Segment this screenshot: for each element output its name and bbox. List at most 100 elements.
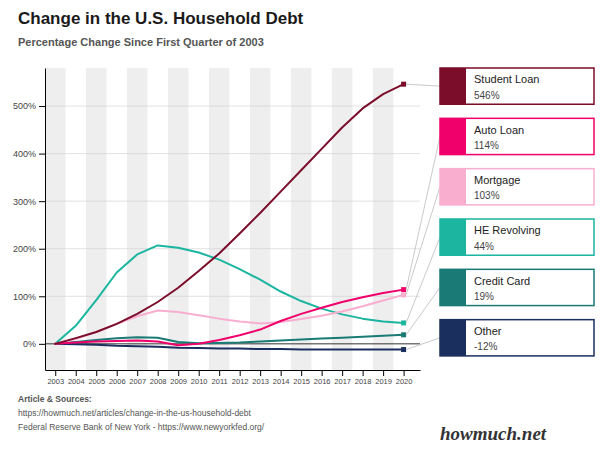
x-tick: 2014 (273, 370, 290, 386)
series-line (55, 245, 403, 343)
series-line (55, 335, 403, 344)
tick-label: 2006 (109, 377, 126, 386)
stripe (373, 68, 393, 370)
legend-value: -12% (474, 341, 497, 352)
tick-label: 2015 (293, 377, 310, 386)
x-tick: 2016 (314, 370, 331, 386)
tick-mark (260, 370, 261, 376)
tick-mark (158, 370, 159, 376)
legend-item: Mortgage 103% (440, 169, 594, 205)
y-tick: 400% (13, 149, 45, 159)
x-tick: 2003 (47, 370, 64, 386)
stripe (127, 68, 147, 370)
tick-mark (39, 106, 45, 107)
legend-label: Auto Loan (474, 124, 524, 136)
tick-mark (39, 344, 45, 345)
tick-label: 2014 (273, 377, 290, 386)
end-marker (401, 82, 406, 87)
legend-value: 44% (474, 241, 494, 252)
legend-item: Credit Card 19% (440, 269, 594, 305)
tick-label: 2019 (375, 377, 392, 386)
tick-mark (383, 370, 384, 376)
legend-swatch (440, 219, 466, 255)
legend-value: 546% (474, 90, 500, 101)
tick-label: 300% (13, 197, 36, 207)
tick-label: 2003 (47, 377, 64, 386)
legend: Student Loan 546% Auto Loan114% Mortgage 103… (440, 68, 594, 356)
x-tick: 2006 (109, 370, 126, 386)
tick-label: 2011 (212, 377, 228, 386)
axis-line (45, 69, 46, 371)
x-tick: 2019 (375, 370, 392, 386)
stripe (332, 68, 352, 370)
tick-mark (117, 370, 118, 376)
stripe (209, 68, 229, 370)
tick-label: 2004 (68, 377, 85, 386)
tick-mark (281, 370, 282, 376)
title: Change in the U.S. Household Debt (18, 9, 304, 28)
legend-value: 19% (474, 291, 494, 302)
footer-text: Article & Sources: (18, 394, 92, 404)
tick-mark (322, 370, 323, 376)
axis-line (46, 370, 421, 371)
legend-label: Credit Card (474, 275, 530, 287)
end-marker (401, 320, 406, 325)
end-marker (401, 287, 406, 292)
grid-line (45, 106, 420, 107)
tick-label: 0% (23, 339, 36, 349)
x-tick: 2004 (68, 370, 85, 386)
stripe (291, 68, 311, 370)
connectors (406, 84, 440, 349)
legend-label: Mortgage (474, 174, 520, 186)
x-tick: 2020 (396, 370, 413, 386)
tick-mark (137, 370, 138, 376)
legend-value: 103% (474, 190, 500, 201)
branding: howmuch.net (440, 423, 547, 444)
end-marker (401, 292, 406, 297)
legend-box (440, 269, 594, 305)
plot-area (45, 68, 420, 370)
legend-swatch (440, 320, 466, 356)
tick-label: 2010 (191, 377, 208, 386)
tick-mark (342, 370, 343, 376)
legend-item: Auto Loan114% (440, 118, 594, 154)
tick-label: 2012 (232, 377, 249, 386)
tick-mark (219, 370, 220, 376)
connector (406, 84, 440, 86)
tick-label: 200% (13, 244, 36, 254)
tick-mark (39, 296, 45, 297)
tick-mark (404, 370, 405, 376)
chart: Change in the U.S. Household Debt Percent… (0, 0, 600, 455)
y-tick: 0% (23, 339, 45, 349)
series-line (55, 290, 403, 346)
legend-box (440, 118, 594, 154)
x-tick: 2017 (334, 370, 351, 386)
legend-swatch (440, 269, 466, 305)
x-tick: 2018 (355, 370, 372, 386)
connector (406, 287, 440, 334)
tick-label: 2020 (396, 377, 413, 386)
legend-item: Student Loan 546% (440, 68, 594, 104)
footer-text: https://howmuch.net/articles/change-in-t… (18, 408, 252, 418)
legend-box (440, 320, 594, 356)
tick-label: 2008 (150, 377, 167, 386)
connector (406, 136, 440, 289)
tick-label: 2018 (355, 377, 372, 386)
x-tick: 2009 (170, 370, 187, 386)
stripe (45, 68, 65, 370)
tick-label: 500% (13, 101, 36, 111)
legend-swatch (440, 169, 466, 205)
legend-label: Student Loan (474, 73, 539, 85)
series-line (55, 344, 403, 350)
legend-item: Other-12% (440, 320, 594, 356)
subtitle: Percentage Change Since First Quarter of… (18, 36, 264, 48)
legend-label: HE Revolving (474, 224, 541, 236)
legend-swatch (440, 118, 466, 154)
x-tick: 2005 (88, 370, 105, 386)
y-tick: 200% (13, 244, 45, 254)
tick-mark (39, 154, 45, 155)
grid-line (45, 153, 420, 154)
tick-label: 2013 (252, 377, 269, 386)
connector (406, 187, 440, 295)
tick-mark (55, 370, 56, 376)
